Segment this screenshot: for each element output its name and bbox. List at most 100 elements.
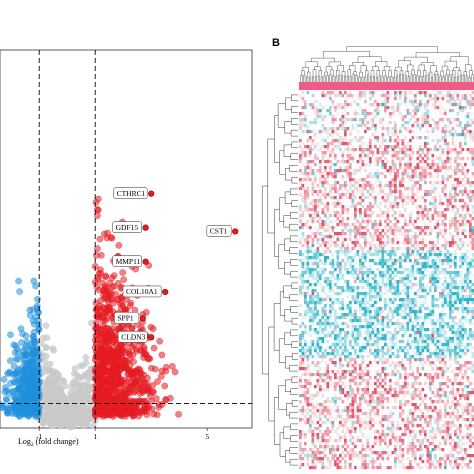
heatmap-cell: [436, 274, 440, 278]
heatmap-cell: [454, 166, 457, 170]
heatmap-cell: [401, 172, 405, 176]
heatmap-cell: [316, 214, 320, 218]
heatmap-cell: [409, 271, 412, 275]
volcano-point: [29, 377, 37, 384]
heatmap-cell: [381, 103, 385, 107]
heatmap-cell: [351, 184, 355, 188]
heatmap-cell: [404, 121, 407, 125]
heatmap-cell: [451, 304, 455, 308]
heatmap-cell: [436, 298, 440, 302]
heatmap-cell: [356, 103, 360, 107]
heatmap-cell: [394, 307, 397, 311]
heatmap-cell: [444, 187, 447, 191]
heatmap-cell: [304, 187, 307, 191]
heatmap-cell: [409, 319, 412, 323]
heatmap-cell: [446, 304, 450, 308]
heatmap-cell: [326, 256, 330, 260]
heatmap-cell: [349, 286, 352, 290]
heatmap-cell: [439, 223, 442, 227]
heatmap-cell: [386, 217, 390, 221]
heatmap-cell: [356, 220, 360, 224]
heatmap-cell: [444, 268, 447, 272]
heatmap-cell: [469, 103, 472, 107]
heatmap-cell: [371, 124, 375, 128]
labeled-gene-point: [148, 190, 155, 197]
heatmap-cell: [329, 142, 332, 146]
heatmap-cell: [434, 121, 437, 125]
heatmap-cell: [441, 235, 445, 239]
heatmap-cell: [391, 313, 395, 317]
heatmap-cell: [401, 214, 405, 218]
heatmap-cell: [431, 277, 435, 281]
heatmap-cell: [331, 130, 335, 134]
heatmap-cell: [449, 256, 452, 260]
heatmap-cell: [379, 238, 382, 242]
heatmap-cell: [456, 274, 460, 278]
heatmap-cell: [316, 211, 320, 215]
heatmap-cell: [451, 217, 455, 221]
heatmap-cell: [459, 280, 462, 284]
heatmap-cell: [309, 136, 312, 140]
heatmap-cell: [406, 121, 410, 125]
heatmap-cell: [454, 274, 457, 278]
heatmap-cell: [446, 202, 450, 206]
heatmap-cell: [371, 184, 375, 188]
heatmap-cell: [351, 154, 355, 158]
heatmap-cell: [451, 235, 455, 239]
heatmap-cell: [416, 307, 420, 311]
heatmap-cell: [454, 130, 457, 134]
heatmap-cell: [316, 253, 320, 257]
heatmap-cell: [461, 253, 465, 257]
heatmap-cell: [469, 295, 472, 299]
heatmap-cell: [391, 148, 395, 152]
heatmap-cell: [326, 223, 330, 227]
heatmap-cell: [309, 271, 312, 275]
heatmap-cell: [461, 295, 465, 299]
heatmap-cell: [341, 121, 345, 125]
heatmap-cell: [401, 301, 405, 305]
heatmap-cell: [399, 94, 402, 98]
heatmap-cell: [386, 280, 390, 284]
heatmap-cell: [311, 220, 315, 224]
heatmap-cell: [374, 262, 377, 266]
heatmap-cell: [399, 232, 402, 236]
heatmap-cell: [441, 118, 445, 122]
heatmap-cell: [401, 142, 405, 146]
heatmap-cell: [454, 214, 457, 218]
heatmap-cell: [406, 301, 410, 305]
heatmap-cell: [366, 217, 370, 221]
volcano-point: [103, 315, 111, 322]
heatmap-cell: [389, 286, 392, 290]
heatmap-cell: [411, 169, 415, 173]
heatmap-cell: [336, 214, 340, 218]
heatmap-cell: [416, 268, 420, 272]
heatmap-cell: [416, 295, 420, 299]
heatmap-cell: [406, 319, 410, 323]
heatmap-cell: [361, 136, 365, 140]
gene-label: CTHRC1: [117, 189, 146, 198]
heatmap-cell: [461, 256, 465, 260]
heatmap-cell: [379, 214, 382, 218]
heatmap-cell: [331, 301, 335, 305]
volcano-point: [130, 408, 137, 415]
heatmap-cell: [351, 241, 355, 245]
heatmap-cell: [351, 97, 355, 101]
heatmap-cell: [371, 289, 375, 293]
heatmap-cell: [401, 175, 405, 179]
heatmap-cell: [324, 313, 327, 317]
heatmap-cell: [409, 175, 412, 179]
heatmap-cell: [316, 313, 320, 317]
heatmap-cell: [439, 109, 442, 113]
heatmap-cell: [306, 193, 310, 197]
heatmap-cell: [416, 91, 420, 95]
heatmap-cell: [304, 280, 307, 284]
heatmap-cell: [376, 106, 380, 110]
heatmap-cell: [339, 247, 342, 251]
heatmap-cell: [426, 109, 430, 113]
gene-label: COL10A1: [126, 287, 158, 296]
heatmap-cell: [361, 262, 365, 266]
volcano-point: [71, 365, 79, 372]
heatmap-cell: [456, 247, 460, 251]
volcano-point: [143, 408, 150, 415]
heatmap-cell: [341, 322, 345, 326]
